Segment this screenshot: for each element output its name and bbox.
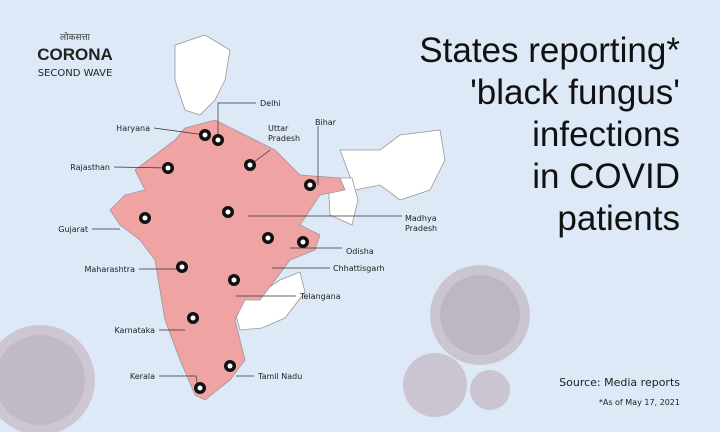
title-line: infections: [532, 115, 680, 154]
state-label: Pradesh: [268, 134, 300, 143]
state-label: Madhya: [405, 214, 437, 223]
state-label: Tamil Nadu: [257, 372, 302, 381]
title: States reporting*'black fungus'infection…: [419, 31, 680, 238]
virus-decoration: [0, 265, 530, 432]
leader-line: [217, 102, 256, 140]
state-label: Bihar: [315, 118, 337, 127]
state-label: Odisha: [346, 247, 374, 256]
virus-marker-core: [165, 165, 171, 171]
state-label: Maharashtra: [84, 265, 135, 274]
virus-marker-core: [202, 132, 208, 138]
virus-marker-core: [265, 235, 271, 241]
state-label: Uttar: [268, 124, 289, 133]
logo-name: CORONA: [37, 45, 113, 64]
state-label: Karnataka: [114, 326, 155, 335]
virus-marker-core: [300, 239, 306, 245]
virus-marker-core: [247, 162, 253, 168]
title-line: in COVID: [532, 157, 680, 196]
state-label: Rajasthan: [70, 163, 110, 172]
logo-tagline: SECOND WAVE: [38, 68, 113, 79]
state-label: Gujarat: [58, 225, 88, 234]
note: *As of May 17, 2021: [599, 398, 680, 407]
state-label: Pradesh: [405, 224, 437, 233]
virus-marker-core: [225, 209, 231, 215]
state-label: Telangana: [299, 292, 341, 301]
virus-marker-core: [190, 315, 196, 321]
virus-marker-core: [179, 264, 185, 270]
unaffected-region: [174, 34, 231, 116]
virus-marker-core: [142, 215, 148, 221]
title-line: patients: [557, 199, 680, 238]
logo-publisher: लोकसत्ता: [60, 31, 91, 43]
state-label: Kerala: [130, 372, 155, 381]
leader-line: [153, 127, 206, 136]
state-label: Haryana: [116, 124, 150, 133]
state-label: Delhi: [260, 99, 281, 108]
virus-marker-core: [197, 385, 203, 391]
state-label: Chhattisgarh: [333, 264, 385, 273]
virus-marker-core: [231, 277, 237, 283]
title-line: States reporting*: [419, 31, 680, 70]
virus-marker-core: [307, 182, 313, 188]
source: Source: Media reports: [559, 376, 680, 389]
virus-marker-core: [215, 137, 221, 143]
unaffected-region: [339, 129, 446, 201]
leader-line: [113, 166, 169, 169]
title-line: 'black fungus': [470, 73, 680, 112]
virus-marker-core: [227, 363, 233, 369]
